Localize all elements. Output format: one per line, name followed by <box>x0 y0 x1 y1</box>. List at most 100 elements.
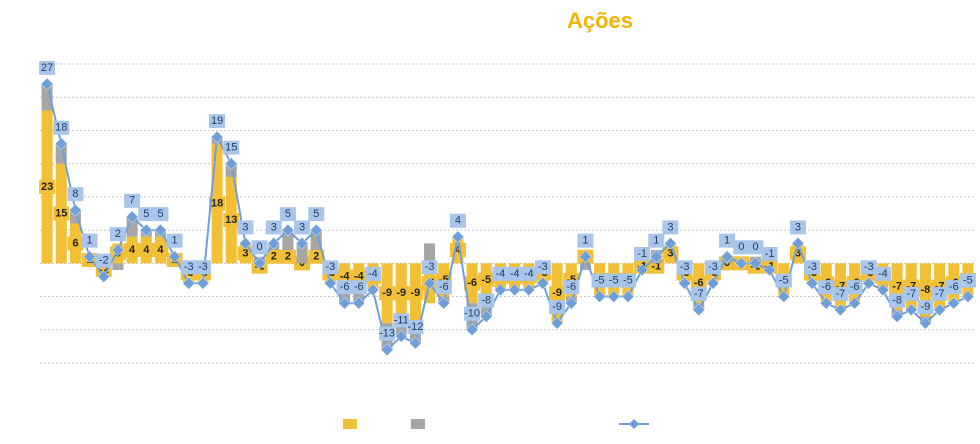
point-label-bg <box>634 246 651 261</box>
point-label-bg <box>903 286 920 301</box>
point-label: -4 <box>878 268 888 280</box>
bar-label-bg <box>265 249 282 264</box>
bar-label: -8 <box>921 284 931 296</box>
marker <box>352 296 366 310</box>
bar-label: -4 <box>354 271 365 283</box>
marker <box>947 296 961 310</box>
marker <box>848 296 861 310</box>
marker <box>678 276 691 290</box>
point-label-bg <box>577 233 594 248</box>
marker <box>834 303 847 317</box>
marker <box>380 343 394 357</box>
legend-swatch <box>411 419 425 429</box>
point-label: -6 <box>850 281 860 293</box>
bar-label: -6 <box>467 277 477 289</box>
point-label-bg <box>308 207 325 222</box>
bar <box>353 289 365 304</box>
bar-label-bg <box>209 196 226 211</box>
marker <box>366 283 380 297</box>
point-label: -11 <box>394 314 409 326</box>
bar-label: -7 <box>892 280 902 292</box>
marker <box>479 310 493 323</box>
bar-label-bg <box>889 279 906 294</box>
point-label-bg <box>81 233 98 248</box>
bar-label-bg <box>39 179 56 194</box>
marker <box>763 263 776 277</box>
point-label-bg <box>690 286 707 301</box>
point-label: -5 <box>963 274 973 286</box>
legend-swatch <box>343 419 357 429</box>
marker <box>876 283 890 297</box>
point-label-bg <box>209 114 226 129</box>
bar <box>339 289 351 304</box>
bar-label-bg <box>336 269 353 284</box>
bar-label: 23 <box>41 181 53 193</box>
bar-label: -9 <box>552 287 562 299</box>
bar <box>296 243 308 264</box>
point-label: 19 <box>211 115 223 127</box>
bar <box>41 83 53 111</box>
marker <box>281 223 295 237</box>
point-label-bg <box>761 246 778 261</box>
point-label-bg <box>322 260 339 275</box>
point-label-bg <box>464 306 481 321</box>
marker <box>210 130 224 144</box>
bar-label: 4 <box>157 244 164 256</box>
bar-label: -6 <box>694 277 704 289</box>
bar-label: -5 <box>481 274 491 286</box>
point-label: 3 <box>667 221 673 233</box>
point-label-bg <box>138 207 155 222</box>
marker <box>749 256 762 270</box>
point-label-bg <box>67 187 84 202</box>
point-label-bg <box>832 286 849 301</box>
bar-label-bg <box>124 243 141 258</box>
point-label: -4 <box>368 268 378 280</box>
point-label: -6 <box>566 281 576 293</box>
point-label: -3 <box>184 261 194 273</box>
marker <box>890 310 904 323</box>
bar <box>310 230 322 251</box>
point-label-bg <box>53 120 70 135</box>
marker <box>720 250 734 264</box>
point-label-bg <box>152 207 169 222</box>
point-label-bg <box>804 260 821 275</box>
point-label: 3 <box>242 221 248 233</box>
point-label: 5 <box>157 208 163 220</box>
point-label: -4 <box>510 268 520 280</box>
point-label-bg <box>421 260 438 275</box>
bar-label: -9 <box>411 287 421 299</box>
point-label: 15 <box>225 142 237 154</box>
point-label: -2 <box>99 255 109 267</box>
point-label: -12 <box>407 321 423 333</box>
point-label: -7 <box>935 288 945 300</box>
point-label-bg <box>393 313 410 328</box>
point-label-bg <box>194 260 211 275</box>
point-label-bg <box>747 240 764 255</box>
marker <box>168 250 181 264</box>
marker <box>97 270 111 283</box>
point-label-bg <box>591 273 608 288</box>
bar <box>282 230 294 251</box>
point-label-bg <box>889 293 906 308</box>
point-label-bg <box>407 320 424 335</box>
bar-label: -2 <box>99 264 109 276</box>
point-label-bg <box>719 233 736 248</box>
point-label: 3 <box>271 221 277 233</box>
point-label: -6 <box>340 281 350 293</box>
point-label-bg <box>676 260 693 275</box>
point-label: 3 <box>795 221 801 233</box>
marker <box>69 203 82 217</box>
marker <box>564 296 578 310</box>
bar-label: 4 <box>129 244 136 256</box>
bar-label-bg <box>549 286 566 301</box>
point-label: -5 <box>609 274 619 286</box>
point-label-bg <box>435 280 452 295</box>
marker <box>635 263 649 277</box>
bar-label: -7 <box>906 280 916 292</box>
point-label-bg <box>506 266 523 281</box>
marker <box>706 276 720 290</box>
point-label-bg <box>237 220 254 235</box>
marker <box>550 316 564 330</box>
bar-label: 4 <box>143 244 150 256</box>
